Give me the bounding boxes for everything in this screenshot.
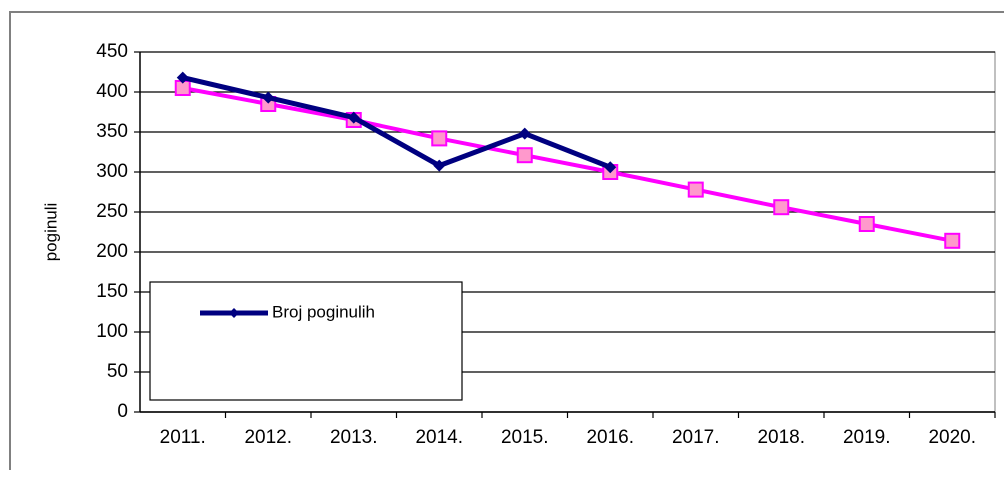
marker — [433, 159, 446, 172]
x-tick-label: 2017. — [672, 427, 720, 448]
x-tick-label: 2012. — [244, 427, 292, 448]
marker — [944, 232, 961, 249]
marker — [604, 161, 617, 174]
y-tick-label: 300 — [96, 161, 128, 182]
y-tick-label: 100 — [96, 321, 128, 342]
x-tick-label: 2011. — [160, 427, 206, 448]
y-tick-label: 150 — [96, 281, 128, 302]
y-tick-label: 400 — [96, 81, 128, 102]
x-tick-label: 2015. — [501, 427, 549, 448]
marker — [262, 91, 275, 104]
x-tick-label: 2020. — [928, 427, 976, 448]
legend: Broj poginulih — [149, 281, 463, 401]
legend-label: Broj poginulih — [272, 302, 375, 321]
legend-marker — [229, 308, 239, 318]
y-tick-label: 350 — [96, 121, 128, 142]
y-axis-label: poginuli — [41, 203, 60, 262]
marker — [347, 111, 360, 124]
x-tick-label: 2013. — [330, 427, 378, 448]
marker — [687, 181, 704, 198]
y-tick-label: 200 — [96, 241, 128, 262]
x-tick-label: 2018. — [757, 427, 805, 448]
marker — [176, 71, 189, 84]
series-line — [182, 86, 953, 243]
y-tick-label: 0 — [117, 401, 128, 422]
marker — [516, 147, 533, 164]
marker — [773, 199, 790, 216]
legend-box — [149, 281, 463, 401]
x-tick-label: 2016. — [586, 427, 634, 448]
series-line — [182, 75, 612, 170]
marker — [431, 130, 448, 147]
y-tick-label: 450 — [96, 41, 128, 62]
x-tick-label: 2019. — [843, 427, 891, 448]
x-tick-label: 2014. — [415, 427, 463, 448]
y-tick-label: 250 — [96, 201, 128, 222]
chart-frame — [9, 11, 1004, 470]
marker — [518, 127, 531, 140]
y-tick-label: 50 — [107, 361, 128, 382]
marker — [858, 216, 875, 232]
